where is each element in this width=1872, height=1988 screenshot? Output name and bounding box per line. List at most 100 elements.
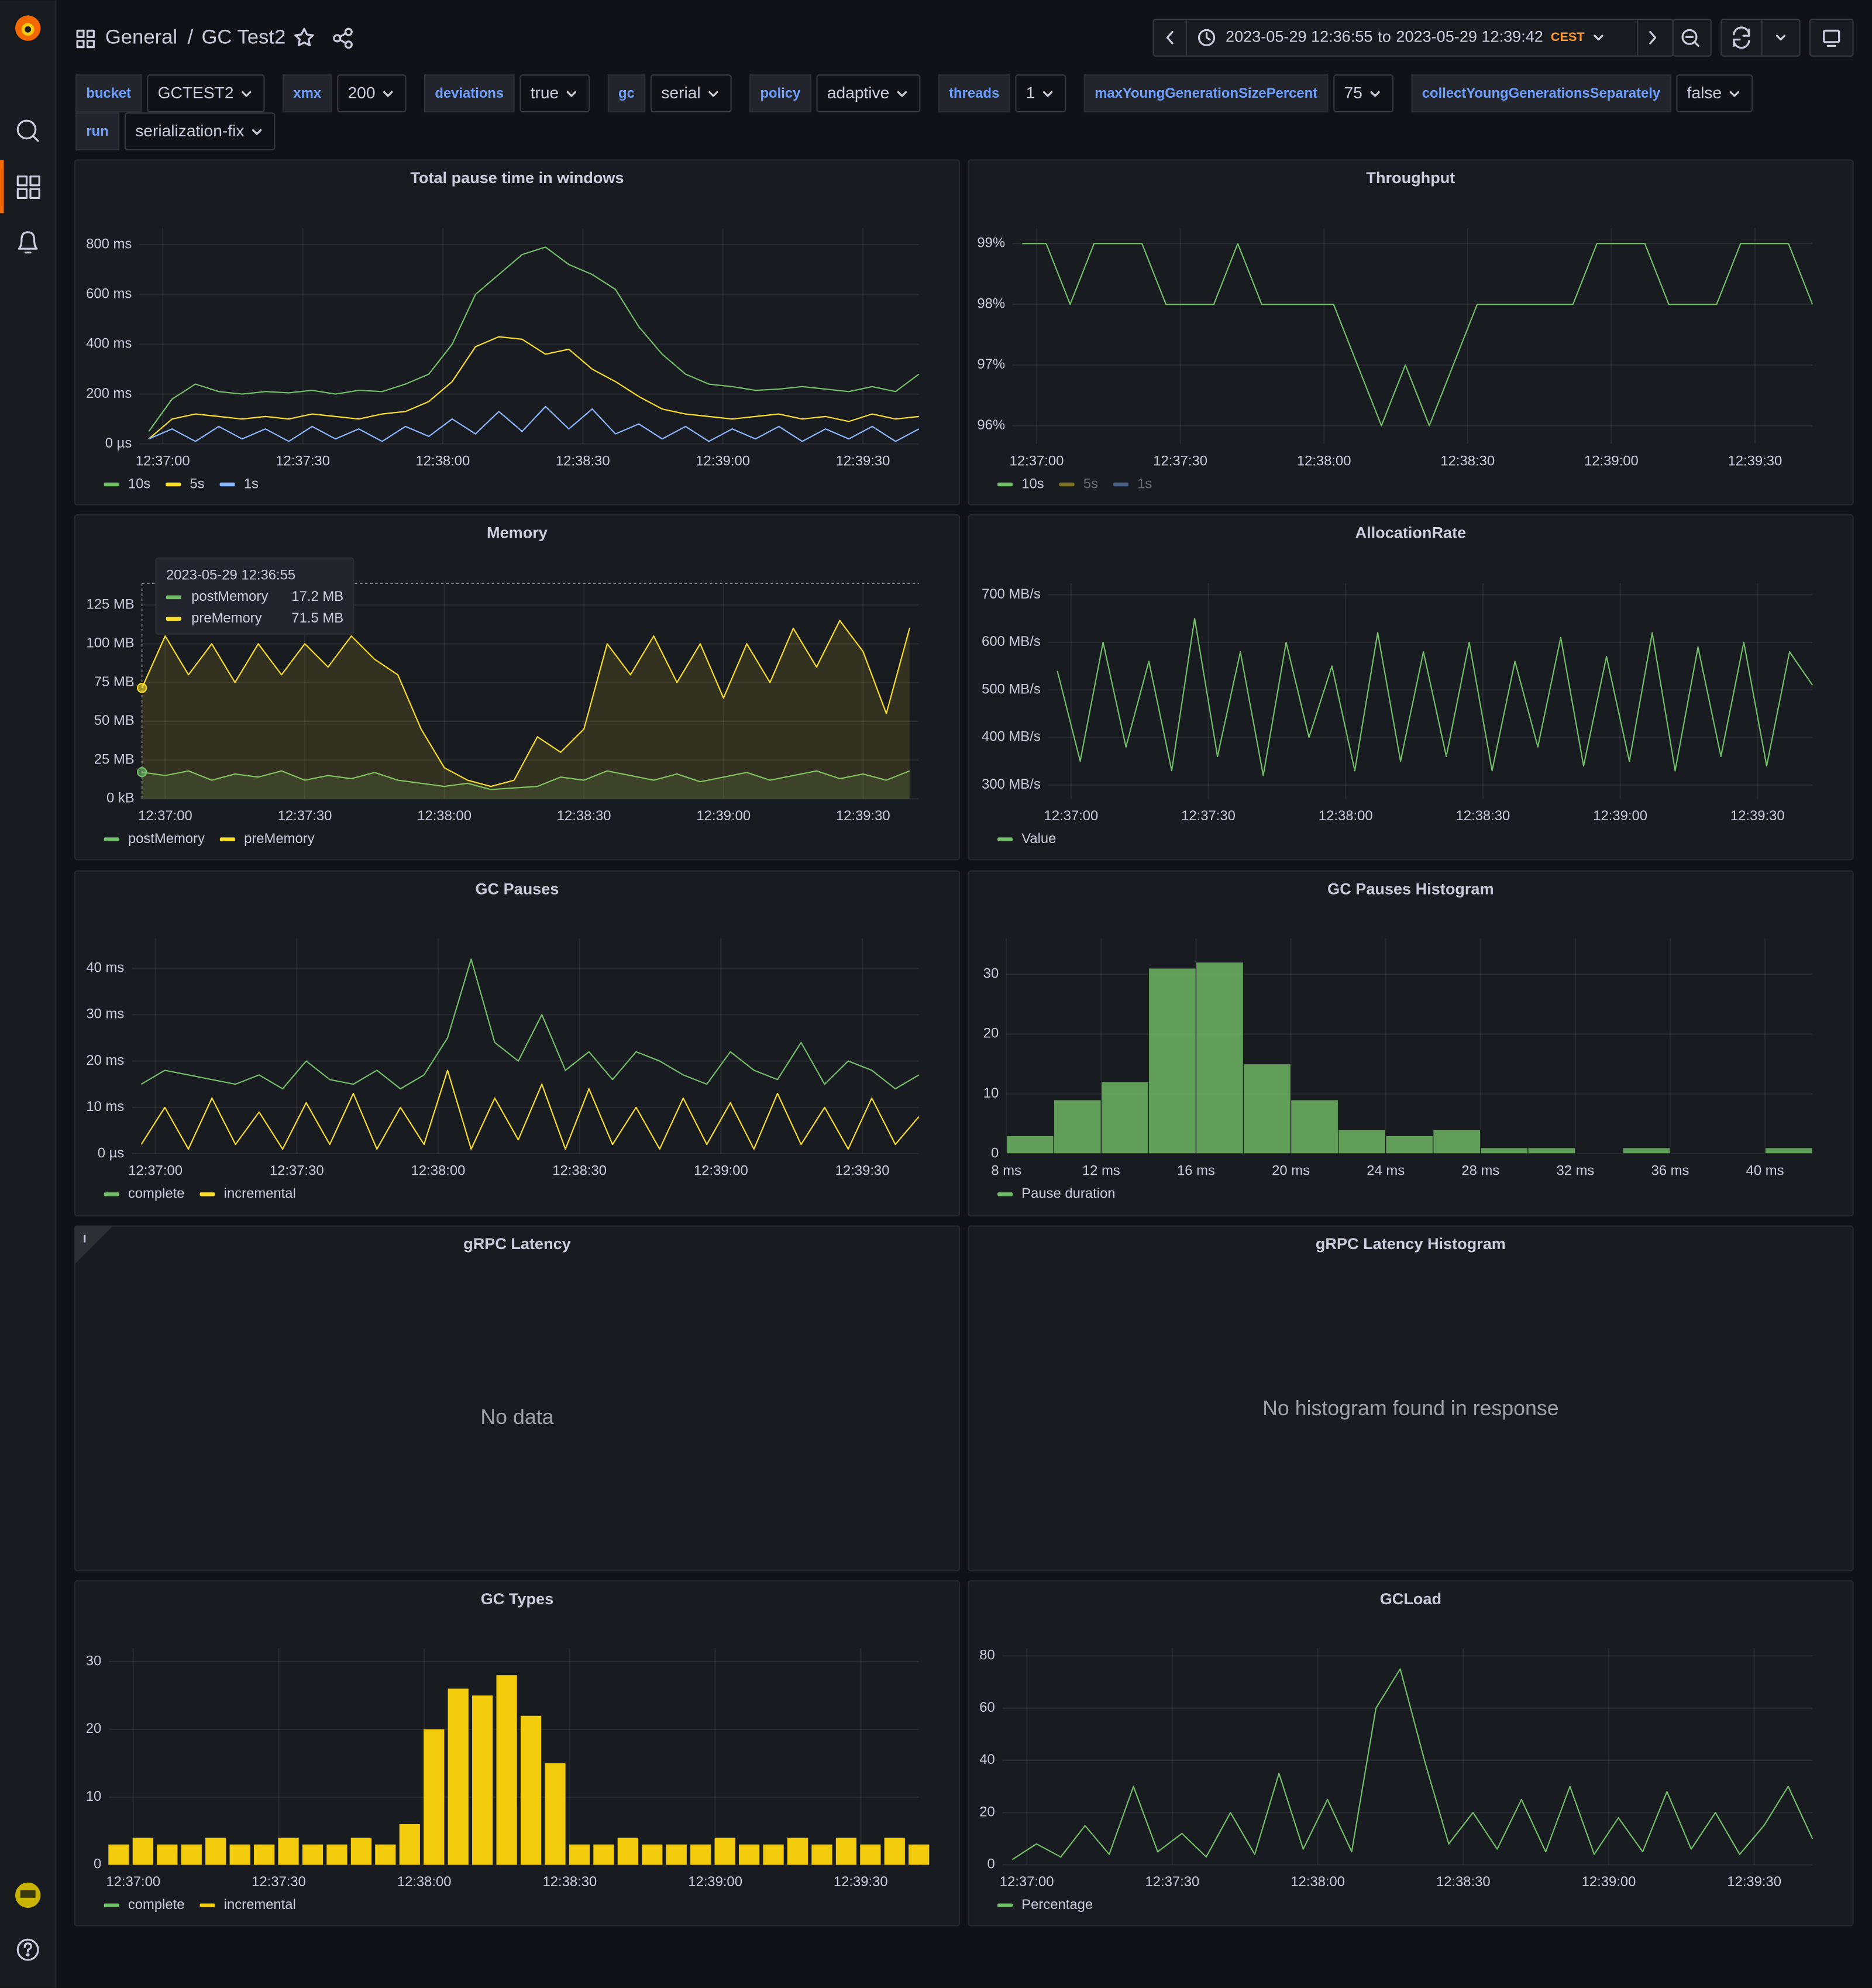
legend-label[interactable]: postMemory — [128, 831, 205, 847]
legend-swatch[interactable] — [219, 482, 235, 487]
time-forward[interactable] — [1649, 30, 1657, 44]
legend-swatch[interactable] — [219, 837, 235, 841]
time-to[interactable]: 2023-05-29 12:39:42 — [1396, 27, 1543, 45]
variable-dropdown[interactable] — [1729, 91, 1739, 97]
variable-value[interactable]: adaptive — [827, 84, 889, 102]
variable-value[interactable]: false — [1687, 84, 1722, 102]
variable-dropdown[interactable] — [383, 91, 393, 97]
legend-label[interactable]: preMemory — [244, 831, 315, 847]
avatar-face[interactable] — [20, 1890, 36, 1898]
legend-swatch[interactable] — [997, 837, 1013, 841]
alerting-icon[interactable] — [18, 231, 38, 254]
time-joiner[interactable]: to — [1378, 27, 1391, 45]
user-avatar[interactable] — [15, 1882, 41, 1908]
monitor-icon[interactable] — [1823, 29, 1840, 47]
legend-swatch[interactable] — [1113, 482, 1128, 487]
variable-value-box[interactable] — [337, 74, 407, 113]
bell[interactable] — [18, 231, 38, 250]
search-circle[interactable] — [16, 119, 37, 140]
variable-value-box[interactable] — [650, 74, 732, 113]
share-node[interactable] — [344, 27, 353, 36]
share-links[interactable] — [339, 32, 347, 44]
legend-swatch[interactable] — [104, 837, 119, 841]
legend-swatch[interactable] — [104, 1192, 119, 1196]
dash-square[interactable] — [29, 188, 40, 200]
variable-value[interactable]: true — [531, 84, 559, 102]
legend-swatch[interactable] — [997, 482, 1013, 487]
logo-core[interactable] — [25, 26, 32, 33]
refresh-dropdown[interactable] — [1775, 35, 1786, 41]
time-zone[interactable]: CEST — [1551, 29, 1585, 44]
star-icon[interactable] — [294, 27, 314, 47]
grid-square[interactable] — [86, 40, 95, 49]
share-node[interactable] — [344, 40, 353, 49]
clock-icon[interactable] — [1197, 29, 1216, 46]
refresh-button[interactable] — [1720, 18, 1801, 57]
zoom-minus[interactable] — [1685, 36, 1699, 47]
variable-value-box[interactable] — [816, 74, 921, 113]
legend-label[interactable]: 10s — [128, 476, 151, 491]
variable-value[interactable]: 75 — [1344, 84, 1362, 102]
legend-swatch[interactable] — [166, 482, 181, 487]
grafana-logo[interactable] — [15, 15, 41, 41]
clock-face[interactable] — [1197, 29, 1216, 46]
legend-swatch[interactable] — [199, 1192, 215, 1196]
legend-label[interactable]: complete — [128, 1897, 185, 1913]
dashboard-grid-icon[interactable] — [76, 29, 95, 49]
breadcrumb-folder[interactable]: General — [105, 26, 177, 49]
grid-square[interactable] — [86, 29, 95, 38]
description-icon[interactable] — [83, 1234, 86, 1243]
time-back[interactable] — [1166, 30, 1174, 44]
dash-square[interactable] — [29, 175, 40, 187]
variable-value[interactable]: GCTEST2 — [158, 84, 234, 102]
help-circle[interactable] — [16, 1938, 39, 1961]
kiosk-button[interactable] — [1809, 18, 1854, 57]
variable-value[interactable]: serial — [661, 84, 700, 102]
legend-swatch[interactable] — [104, 1903, 119, 1908]
variable-dropdown[interactable] — [1370, 91, 1380, 97]
variable-dropdown[interactable] — [1042, 91, 1053, 97]
dash-square[interactable] — [16, 188, 28, 200]
legend-swatch[interactable] — [199, 1903, 215, 1908]
legend-label[interactable]: incremental — [224, 1186, 296, 1202]
variable-dropdown[interactable] — [897, 91, 907, 97]
share-icon[interactable] — [333, 27, 353, 49]
time-from[interactable]: 2023-05-29 12:36:55 — [1226, 27, 1372, 45]
help-dot[interactable] — [26, 1953, 30, 1957]
legend-swatch[interactable] — [997, 1903, 1013, 1908]
time-dropdown[interactable] — [1594, 35, 1603, 41]
variable-value[interactable]: 200 — [348, 84, 376, 102]
legend-swatch[interactable] — [997, 1192, 1013, 1196]
variable-value-box[interactable] — [1333, 74, 1394, 113]
clock-hands[interactable] — [1205, 32, 1211, 41]
variable-value[interactable]: serialization-fix — [135, 122, 244, 140]
help-icon[interactable] — [16, 1938, 39, 1961]
grid-square[interactable] — [76, 29, 85, 38]
variable-value-box[interactable] — [519, 74, 590, 113]
legend-label[interactable]: Value — [1021, 831, 1056, 847]
legend-label[interactable]: 1s — [244, 476, 259, 491]
zoom-out-icon[interactable] — [1681, 29, 1699, 47]
variable-value-box[interactable] — [1015, 74, 1066, 113]
legend-label[interactable]: 1s — [1137, 476, 1152, 491]
legend-label[interactable]: 5s — [190, 476, 204, 491]
legend-label[interactable]: Percentage — [1021, 1897, 1093, 1913]
dashboards-icon[interactable] — [16, 175, 40, 200]
search-icon[interactable] — [16, 119, 39, 142]
grid-square[interactable] — [76, 40, 85, 49]
zoom-circle[interactable] — [1681, 29, 1698, 45]
variable-value-box[interactable] — [1676, 74, 1753, 113]
search-handle[interactable] — [32, 135, 39, 142]
legend-label[interactable]: 5s — [1083, 476, 1098, 491]
variable-value-box[interactable] — [124, 112, 276, 151]
dash-square[interactable] — [16, 175, 28, 187]
share-node[interactable] — [333, 34, 342, 43]
variable-dropdown[interactable] — [242, 91, 252, 97]
legend-swatch[interactable] — [1059, 482, 1075, 487]
variable-dropdown[interactable] — [708, 91, 718, 97]
legend-label[interactable]: 10s — [1021, 476, 1044, 491]
variable-dropdown[interactable] — [566, 91, 577, 97]
monitor-screen[interactable] — [1823, 29, 1840, 43]
legend-label[interactable]: complete — [128, 1186, 185, 1202]
legend-label[interactable]: Pause duration — [1021, 1186, 1115, 1202]
